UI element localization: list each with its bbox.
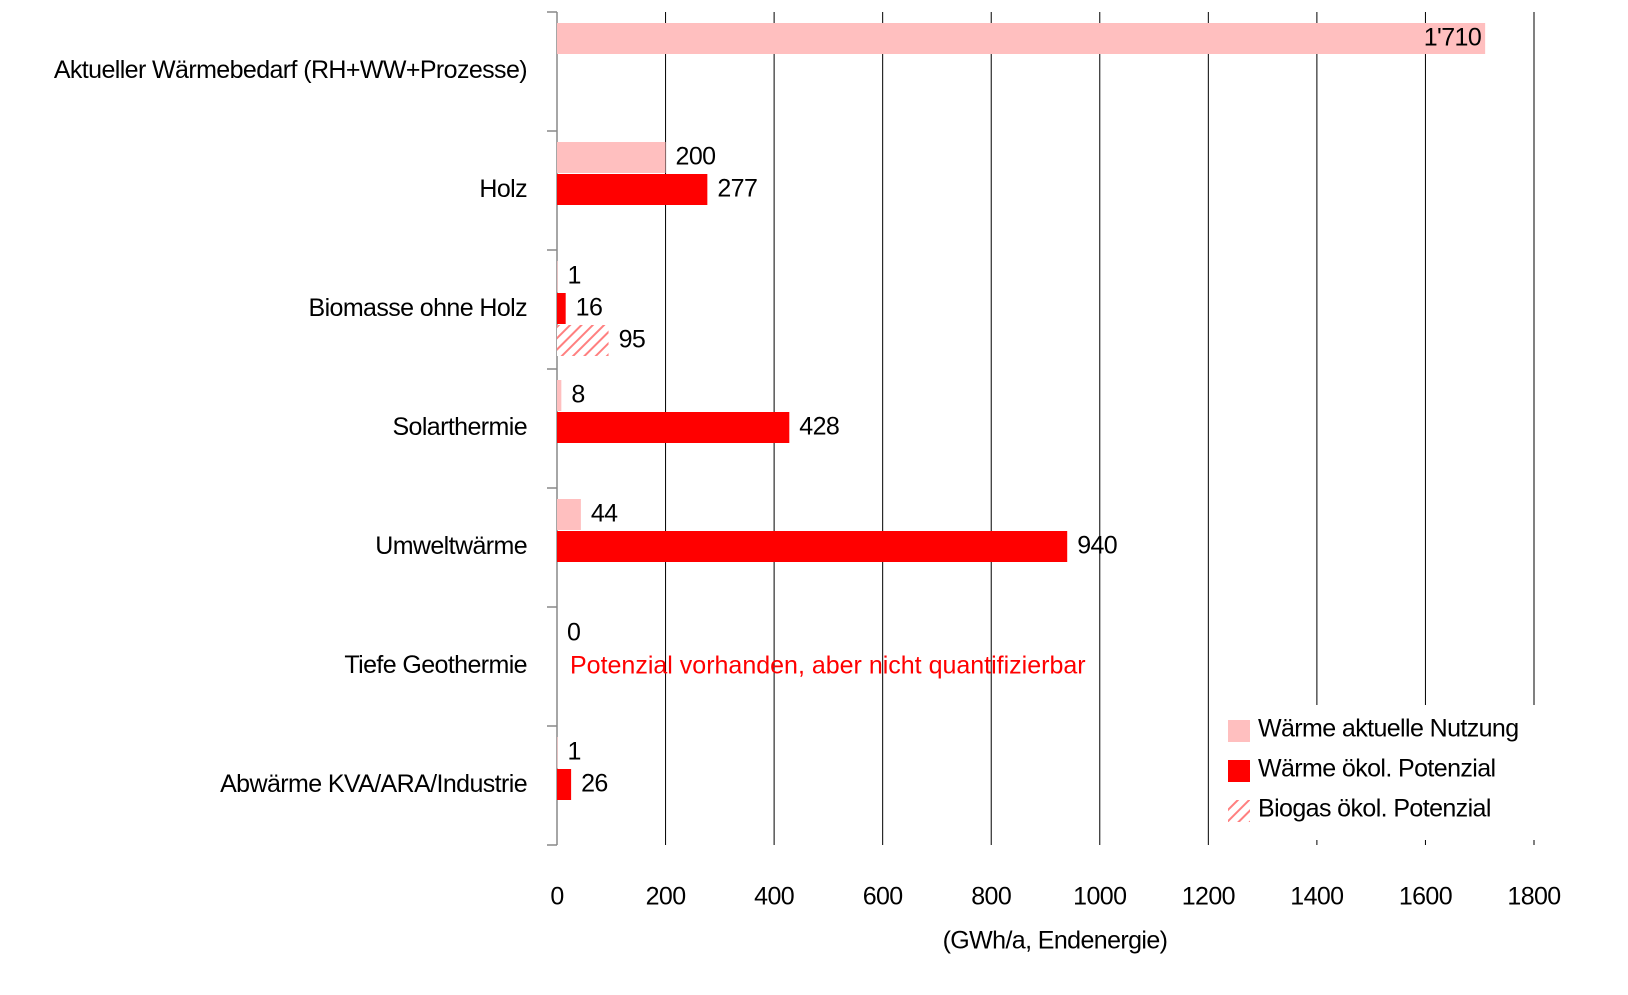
- data-label: 44: [591, 500, 618, 528]
- legend-swatch: [1228, 720, 1250, 742]
- y-tick-label: Tiefe Geothermie: [344, 651, 527, 679]
- data-label: 1: [568, 262, 581, 290]
- data-label: 428: [799, 413, 839, 441]
- y-tick-label: Aktueller Wärmebedarf (RH+WW+Prozesse): [54, 56, 527, 84]
- y-tick-label: Biomasse ohne Holz: [309, 294, 528, 322]
- x-tick-label: 800: [971, 883, 1011, 911]
- bar: [557, 261, 558, 292]
- data-label: 26: [581, 770, 608, 798]
- bar: [557, 142, 666, 173]
- bar: [557, 531, 1068, 562]
- bar: [557, 737, 558, 768]
- y-tick-label: Abwärme KVA/ARA/Industrie: [220, 770, 527, 798]
- x-tick-label: 0: [550, 883, 563, 911]
- y-tick-label: Solarthermie: [392, 413, 527, 441]
- y-tick-label: Holz: [479, 175, 527, 203]
- x-tick-label: 1000: [1073, 883, 1126, 911]
- bar: [557, 769, 572, 800]
- data-label: 95: [619, 326, 646, 354]
- bar: [557, 412, 790, 443]
- data-label: 1: [568, 738, 581, 766]
- x-tick-label: 400: [754, 883, 794, 911]
- x-tick-label: 600: [863, 883, 903, 911]
- legend: Wärme aktuelle Nutzung Wärme ökol. Potenz…: [1210, 705, 1555, 840]
- x-tick-label: 1600: [1399, 883, 1452, 911]
- x-tick-label: 1200: [1182, 883, 1235, 911]
- data-label: 0: [567, 619, 580, 647]
- data-label: 1'710: [1424, 24, 1481, 52]
- y-tick-label: Umweltwärme: [375, 532, 527, 560]
- bar: [557, 380, 562, 411]
- legend-swatch: [1228, 800, 1250, 822]
- x-axis-label: (GWh/a, Endenergie): [943, 927, 1168, 955]
- bar: [557, 499, 581, 530]
- bar: [557, 23, 1486, 54]
- x-tick-label: 200: [646, 883, 686, 911]
- data-label: 200: [676, 143, 716, 171]
- x-tick-label: 1400: [1290, 883, 1343, 911]
- legend-swatch: [1228, 760, 1250, 782]
- data-label: 8: [571, 381, 584, 409]
- bar: [557, 174, 708, 205]
- legend-label: Wärme aktuelle Nutzung: [1258, 715, 1519, 743]
- data-label: 940: [1077, 532, 1117, 560]
- legend-label: Biogas ökol. Potenzial: [1258, 795, 1491, 823]
- bar: [557, 293, 566, 324]
- legend-label: Wärme ökol. Potenzial: [1258, 755, 1496, 783]
- bar: [557, 325, 609, 356]
- x-tick-label: 1800: [1507, 883, 1560, 911]
- data-label: 16: [576, 294, 603, 322]
- annotation: Potenzial vorhanden, aber nicht quantifi…: [570, 652, 1086, 680]
- legend-box: [1210, 705, 1555, 840]
- data-label: 277: [717, 175, 757, 203]
